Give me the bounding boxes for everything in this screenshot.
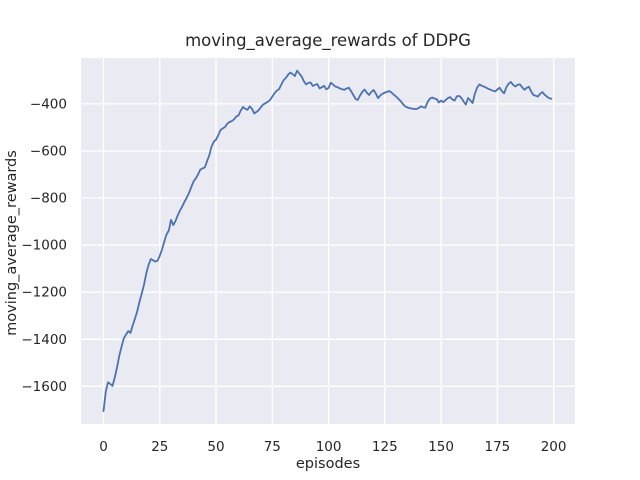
- y-tick-labels: −400 −600 −800 −1000 −1200 −1400 −1600: [21, 96, 67, 394]
- y-axis-label: moving_average_rewards: [4, 150, 20, 336]
- svg-text:125: 125: [372, 439, 398, 455]
- gridlines: [81, 58, 575, 424]
- svg-text:25: 25: [151, 439, 168, 455]
- svg-text:50: 50: [207, 439, 224, 455]
- svg-text:−1600: −1600: [21, 379, 67, 395]
- svg-text:0: 0: [99, 439, 108, 455]
- x-tick-labels: 0 25 50 75 100 125 150 175 200: [99, 439, 566, 455]
- chart-title: moving_average_rewards of DDPG: [185, 31, 471, 51]
- x-axis-label: episodes: [296, 456, 360, 472]
- svg-text:−600: −600: [30, 144, 67, 160]
- svg-text:−1200: −1200: [21, 285, 67, 301]
- svg-text:75: 75: [264, 439, 281, 455]
- svg-text:150: 150: [428, 439, 454, 455]
- svg-text:200: 200: [541, 439, 567, 455]
- svg-text:−1400: −1400: [21, 332, 67, 348]
- svg-text:−400: −400: [30, 96, 67, 112]
- svg-text:175: 175: [485, 439, 511, 455]
- reward-line: [102, 69, 553, 412]
- svg-text:−1000: −1000: [21, 238, 67, 254]
- svg-text:100: 100: [316, 439, 342, 455]
- svg-text:−800: −800: [30, 191, 67, 207]
